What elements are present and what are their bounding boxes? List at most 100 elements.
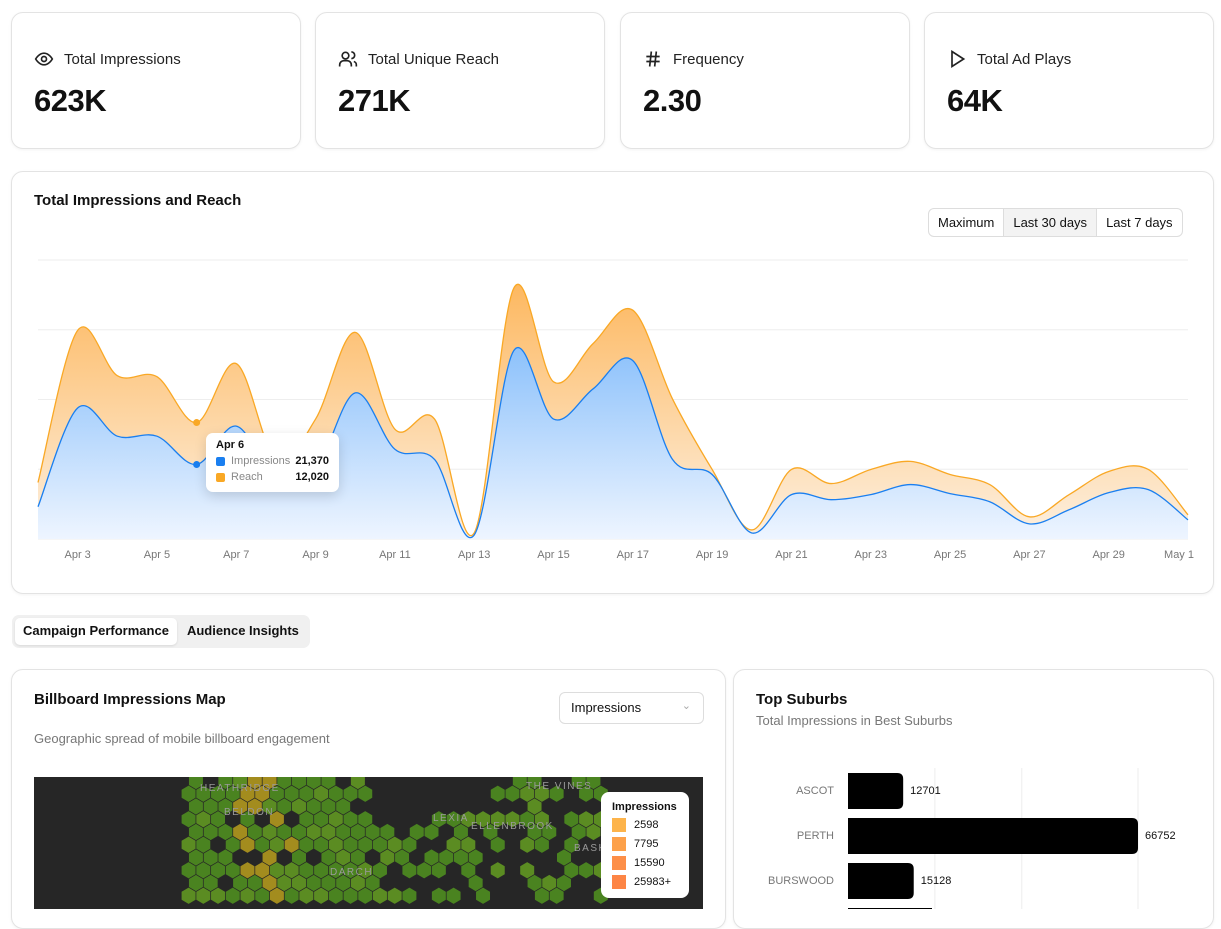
- hex-cell: [321, 849, 336, 866]
- suburbs-subtitle: Total Impressions in Best Suburbs: [756, 713, 953, 728]
- x-tick-label: Apr 5: [143, 549, 171, 561]
- legend-swatch: [612, 837, 626, 851]
- kpi-value: 271K: [338, 83, 411, 118]
- hex-cell: [218, 849, 233, 866]
- hex-cell: [527, 777, 542, 790]
- hex-cell: [358, 811, 373, 828]
- hex-cell: [520, 862, 535, 879]
- hex-cell: [527, 874, 542, 892]
- hex-cell: [586, 823, 601, 841]
- hex-cell: [350, 874, 365, 892]
- map-subtitle: Geographic spread of mobile billboard en…: [34, 731, 330, 746]
- kpi-total-unique-reach: Total Unique Reach 271K: [315, 12, 605, 149]
- hex-cell: [188, 798, 203, 815]
- hex-cell: [534, 887, 549, 904]
- hex-cell: [269, 887, 284, 904]
- hex-cell: [269, 785, 284, 802]
- hex-cell: [358, 836, 373, 853]
- hex-cell: [314, 862, 329, 879]
- hex-cell: [336, 798, 351, 815]
- hex-cell: [247, 823, 262, 841]
- legend-label: 7795: [634, 838, 659, 850]
- suburb-bar[interactable]: [848, 773, 904, 809]
- legend-label: 2598: [634, 819, 659, 831]
- hex-cell: [203, 798, 218, 815]
- chart-title: Total Impressions and Reach: [34, 192, 242, 209]
- hex-cell: [527, 798, 542, 815]
- hex-cell: [211, 811, 226, 828]
- hex-cell: [277, 777, 292, 790]
- hex-cell: [328, 836, 343, 853]
- hex-cell: [372, 836, 387, 853]
- hex-cell: [314, 836, 329, 853]
- hex-cell: [505, 785, 520, 802]
- hash-icon: [646, 51, 660, 67]
- kpi-label: Total Ad Plays: [977, 50, 1072, 68]
- hex-cell: [203, 874, 218, 892]
- suburb-bar[interactable]: [848, 818, 1138, 854]
- hex-cell: [534, 836, 549, 853]
- hex-cell: [240, 811, 255, 828]
- hex-cell: [269, 836, 284, 853]
- hex-cell: [321, 874, 336, 892]
- hex-cell: [520, 836, 535, 853]
- hex-cell: [579, 811, 594, 828]
- range-maximum[interactable]: Maximum: [929, 209, 1005, 236]
- hex-cell: [306, 823, 321, 841]
- x-tick-label: Apr 25: [933, 549, 967, 561]
- metric-select[interactable]: Impressions ⌄: [559, 692, 704, 724]
- suburb-value: 66752: [1145, 830, 1176, 842]
- hex-cell: [218, 823, 233, 841]
- hex-cell: [284, 836, 299, 853]
- x-tick-label: Apr 11: [379, 549, 411, 561]
- hex-cell: [520, 785, 535, 802]
- kpi-label: Total Unique Reach: [368, 50, 499, 68]
- map-place-label: HEATHRIDGE: [200, 783, 280, 794]
- map-place-label: ELLENBROOK: [471, 821, 554, 832]
- range-last-30-days[interactable]: Last 30 days: [1004, 209, 1098, 236]
- tab-audience-insights[interactable]: Audience Insights: [186, 623, 299, 638]
- hex-cell: [240, 836, 255, 853]
- hex-cell: [402, 862, 417, 879]
- hex-cell: [350, 823, 365, 841]
- tab-campaign-performance[interactable]: Campaign Performance: [15, 618, 177, 645]
- hex-cell: [534, 785, 549, 802]
- hex-cell: [453, 823, 468, 841]
- chart-tooltip: Apr 6 Impressions 21,370 Reach 12,020: [206, 433, 339, 492]
- hex-cell: [203, 823, 218, 841]
- range-last-7-days[interactable]: Last 7 days: [1106, 215, 1173, 230]
- hex-cell: [431, 887, 446, 904]
- hex-cell: [431, 862, 446, 879]
- suburbs-title: Top Suburbs: [756, 691, 848, 708]
- hex-cell: [586, 777, 601, 790]
- hex-cell: [233, 874, 248, 892]
- hex-cell: [350, 849, 365, 866]
- x-tick-label: Apr 15: [537, 549, 570, 561]
- hex-cell: [181, 836, 196, 853]
- hex-cell: [512, 777, 527, 790]
- x-tick-label: Apr 3: [64, 549, 91, 561]
- x-tick-label: Apr 7: [223, 549, 250, 561]
- hex-cell: [262, 823, 277, 841]
- hex-cell: [571, 823, 586, 841]
- hex-cell: [387, 836, 402, 853]
- hex-cell: [211, 785, 226, 802]
- map-place-label: DARCH: [330, 867, 373, 878]
- hex-cell: [188, 849, 203, 866]
- hex-cell: [343, 811, 358, 828]
- hex-cell: [299, 887, 314, 904]
- hex-cell: [240, 887, 255, 904]
- hex-cell: [233, 777, 248, 790]
- tooltip-label: Reach: [231, 471, 263, 483]
- hex-cell: [564, 811, 579, 828]
- hex-cell: [181, 785, 196, 802]
- hex-cell: [542, 823, 557, 841]
- suburb-bar[interactable]: [848, 863, 914, 899]
- legend-swatch: [612, 875, 626, 889]
- hex-cell: [262, 798, 277, 815]
- hex-cell: [262, 849, 277, 866]
- hex-cell: [306, 874, 321, 892]
- hex-cell: [255, 887, 270, 904]
- kpi-value: 2.30: [643, 83, 702, 118]
